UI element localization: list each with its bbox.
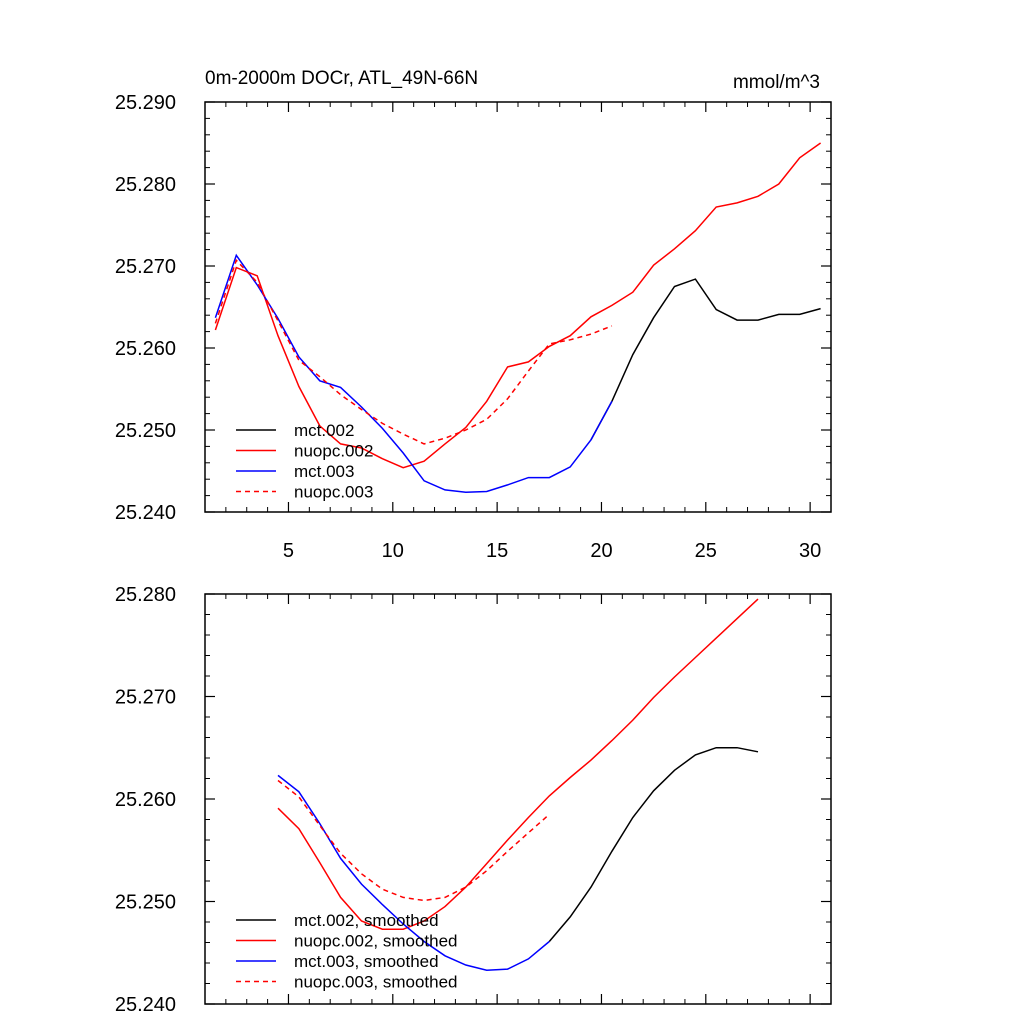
- top-series-line-2: [214, 142, 822, 469]
- top-x-tick-label: 20: [590, 540, 612, 562]
- bottom-series-line-1: [548, 746, 759, 942]
- bottom-series-line-4: [277, 779, 550, 902]
- top-y-tick-label: 25.270: [115, 256, 176, 278]
- bottom-panel-plot: 25.240 25.250 25.260 25.270 25.280 mct.002, s…: [115, 584, 832, 1016]
- top-legend-label-1: mct.002: [294, 421, 354, 440]
- top-x-tick-label: 25: [695, 540, 717, 562]
- bottom-legend-label-4: nuopc.003, smoothed: [294, 973, 458, 992]
- top-series-line-1: [590, 278, 821, 441]
- top-panel-units: mmol/m^3: [733, 72, 820, 93]
- top-x-tick-label: 30: [799, 540, 821, 562]
- top-x-tick-label: 15: [486, 540, 508, 562]
- bottom-legend-label-2: nuopc.002, smoothed: [294, 932, 458, 951]
- top-panel: 0m-2000m DOCr, ATL_49N-66N mmol/m^3 5 10 1…: [115, 68, 832, 562]
- top-y-tick-label: 25.250: [115, 420, 176, 442]
- bottom-panel: 25.240 25.250 25.260 25.270 25.280 mct.002, s…: [115, 584, 832, 1016]
- bottom-y-tick-label: 25.260: [115, 789, 176, 811]
- top-series-line-3: [214, 253, 613, 494]
- bottom-y-tick-label: 25.240: [115, 994, 176, 1016]
- top-x-tick-label: 10: [382, 540, 404, 562]
- bottom-y-tick-label: 25.280: [115, 584, 176, 606]
- top-y-tick-label: 25.260: [115, 338, 176, 360]
- top-legend-label-3: mct.003: [294, 462, 354, 481]
- top-panel-plot: 5 10 15 20 25 30 25.240 25.250 25.260 25.270 25.28…: [115, 92, 832, 562]
- top-y-tick-label: 25.280: [115, 174, 176, 196]
- bottom-y-tick-label: 25.250: [115, 892, 176, 914]
- top-panel-title: 0m-2000m DOCr, ATL_49N-66N: [205, 68, 478, 89]
- bottom-legend-label-1: mct.002, smoothed: [294, 911, 439, 930]
- bottom-legend-label-3: mct.003, smoothed: [294, 952, 439, 971]
- bottom-series-line-2: [277, 598, 759, 930]
- top-legend-label-2: nuopc.002: [294, 442, 373, 461]
- top-y-tick-label: 25.240: [115, 502, 176, 524]
- bottom-y-tick-label: 25.270: [115, 687, 176, 709]
- top-legend-label-4: nuopc.003: [294, 483, 373, 502]
- top-x-tick-label: 5: [283, 540, 294, 562]
- top-series-line-4: [214, 258, 613, 445]
- top-y-tick-label: 25.290: [115, 92, 176, 114]
